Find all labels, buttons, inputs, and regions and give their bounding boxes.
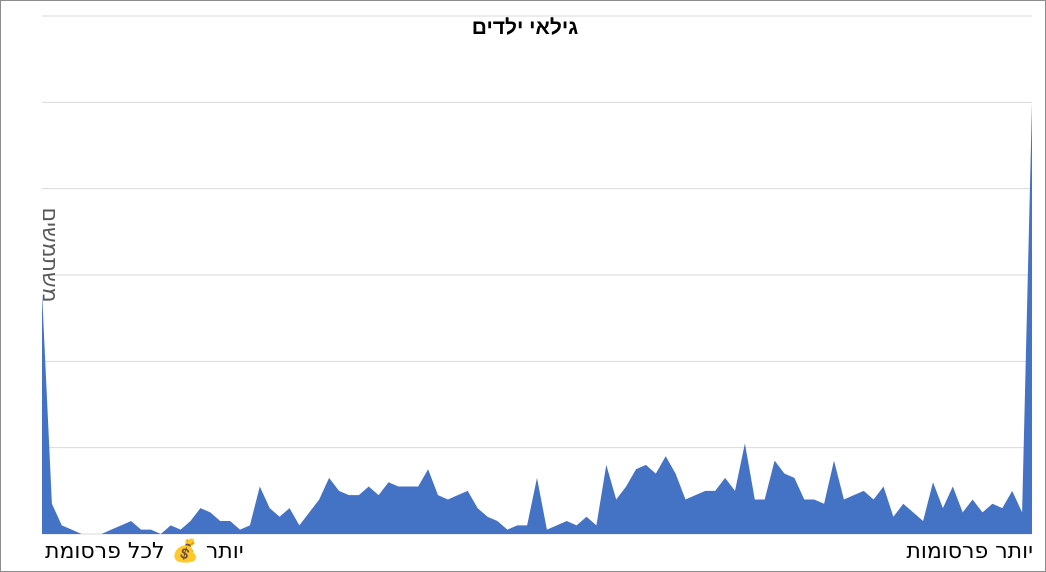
y-axis-label: משתמשים [37, 207, 62, 302]
x-axis-label-right: יותר פרסומות [906, 539, 1033, 564]
chart-title: גילאי ילדים [472, 16, 579, 39]
gridlines [42, 15, 1032, 535]
series-area [42, 102, 1032, 534]
x-axis-label-left: יותר 💰 לכל פרסומת [45, 539, 244, 564]
series [42, 102, 1032, 534]
